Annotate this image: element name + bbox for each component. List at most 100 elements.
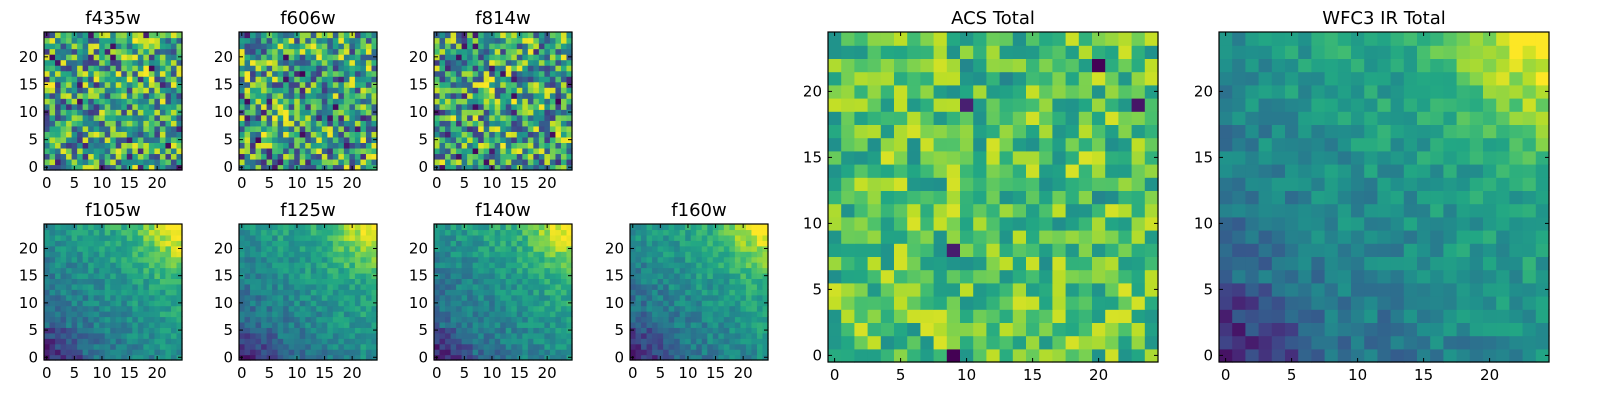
heatmap-cell: [555, 240, 562, 247]
heatmap-cell: [745, 332, 753, 339]
heatmap-cell: [332, 311, 339, 318]
heatmap-cell: [154, 59, 161, 66]
heatmap-cell: [740, 229, 747, 236]
heatmap-cell: [1065, 335, 1080, 350]
heatmap-cell: [483, 354, 490, 361]
heatmap-cell: [327, 81, 334, 88]
heatmap-cell: [299, 114, 306, 121]
heatmap-cell: [668, 354, 675, 361]
heatmap-cell: [121, 48, 128, 55]
heatmap-cell: [712, 234, 719, 241]
heatmap-cell: [338, 48, 345, 55]
heatmap-cell: [148, 338, 155, 345]
heatmap-cell: [718, 338, 725, 345]
heatmap-cell: [121, 158, 128, 166]
heatmap-cell: [93, 76, 100, 83]
heatmap-cell: [176, 43, 183, 50]
heatmap-cell: [176, 229, 183, 236]
heatmap-cell: [712, 300, 719, 307]
heatmap-cell: [104, 142, 111, 149]
heatmap-cell: [310, 224, 317, 231]
heatmap-cell: [701, 327, 708, 334]
heatmap-cell: [494, 256, 501, 263]
heatmap-cell: [255, 98, 262, 105]
heatmap-cell: [305, 267, 312, 274]
heatmap-cell: [505, 109, 512, 116]
heatmap-cell: [478, 234, 485, 241]
heatmap-cell: [555, 283, 562, 290]
heatmap-cell: [635, 332, 642, 339]
heatmap-cell: [1052, 243, 1067, 257]
heatmap-cell: [500, 114, 507, 121]
heatmap-cell: [538, 338, 545, 345]
heatmap-cell: [338, 332, 345, 339]
heatmap-cell: [701, 321, 708, 328]
heatmap-cell: [527, 153, 534, 160]
heatmap-cell: [500, 164, 507, 171]
heatmap-cell: [467, 245, 474, 252]
heatmap-cell: [828, 150, 842, 165]
heatmap-cell: [762, 321, 769, 328]
heatmap-cell: [60, 300, 67, 307]
heatmap-cell: [723, 349, 730, 356]
heatmap-cell: [66, 92, 73, 99]
heatmap-cell: [272, 256, 279, 263]
heatmap-cell: [88, 272, 95, 279]
heatmap-cell: [239, 262, 246, 269]
heatmap-cell: [456, 142, 463, 149]
heatmap-cell: [646, 338, 653, 345]
heatmap-cell: [434, 289, 441, 296]
heatmap-cell: [467, 300, 474, 307]
heatmap-cell: [170, 327, 178, 334]
heatmap-cell: [533, 338, 540, 345]
heatmap-cell: [132, 245, 139, 252]
heatmap-cell: [255, 70, 262, 77]
heatmap-cell: [88, 256, 95, 263]
heatmap-cell: [907, 216, 921, 231]
heatmap-cell: [104, 153, 111, 160]
heatmap-cell: [707, 262, 714, 269]
heatmap-cell: [533, 109, 540, 116]
heatmap-cell: [740, 251, 747, 258]
heatmap-cell: [66, 142, 73, 149]
plot-frame: [433, 223, 573, 361]
heatmap-cell: [933, 269, 948, 284]
heatmap-cell: [115, 136, 122, 143]
heatmap-cell: [77, 267, 84, 274]
heatmap-cell: [49, 229, 56, 236]
heatmap-cell: [176, 158, 183, 166]
heatmap-cell: [511, 245, 518, 252]
heatmap-cell: [1065, 177, 1080, 191]
heatmap-cell: [66, 103, 73, 110]
heatmap-cell: [110, 136, 117, 143]
heatmap-cell: [560, 327, 568, 334]
heatmap-cell: [82, 164, 89, 171]
heatmap-cell: [148, 70, 155, 77]
heatmap-cell: [93, 158, 100, 166]
x-tick-label: 20: [734, 364, 753, 382]
heatmap-cell: [137, 92, 144, 99]
x-tick-label: 10: [287, 364, 306, 382]
heatmap-cell: [343, 224, 350, 231]
heatmap-cell: [500, 147, 507, 155]
heatmap-cell: [99, 142, 106, 149]
heatmap-cell: [60, 32, 67, 39]
heatmap-cell: [343, 87, 350, 94]
heatmap-cell: [305, 142, 312, 149]
heatmap-cell: [456, 332, 463, 339]
heatmap-cell: [456, 354, 463, 361]
heatmap-cell: [88, 54, 95, 61]
heatmap-cell: [549, 147, 557, 155]
heatmap-cell: [305, 311, 312, 318]
heatmap-cell: [734, 338, 741, 345]
heatmap-cell: [77, 240, 84, 247]
heatmap-cell: [99, 76, 106, 83]
heatmap-cell: [272, 70, 279, 77]
heatmap-cell: [1105, 190, 1119, 205]
heatmap-cell: [483, 65, 490, 72]
heatmap-cell: [321, 332, 328, 339]
heatmap-cell: [148, 43, 155, 50]
heatmap-cell: [294, 103, 301, 110]
y-tick-label: 20: [409, 239, 428, 257]
heatmap-cell: [511, 229, 518, 236]
